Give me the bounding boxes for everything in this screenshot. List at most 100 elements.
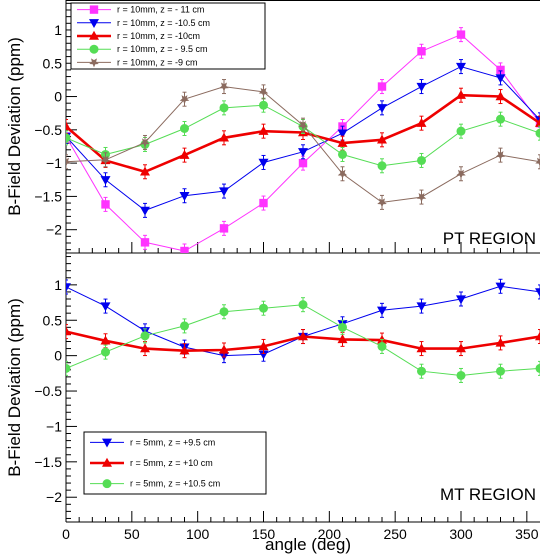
y-tick-label: −1: [46, 418, 62, 434]
data-point: [219, 132, 229, 142]
data-point: [180, 246, 189, 253]
data-point: [259, 303, 268, 313]
data-point: [66, 157, 71, 167]
legend-label: r = 5mm, z = +10 cm: [130, 458, 213, 468]
data-point: [377, 161, 387, 171]
data-point: [298, 148, 308, 157]
data-point: [377, 306, 387, 316]
data-point: [219, 224, 229, 233]
data-point: [495, 337, 506, 347]
data-point: [179, 192, 190, 201]
series-red: [66, 324, 540, 359]
data-point: [416, 193, 427, 203]
data-point: [456, 370, 466, 380]
legend-marker: [89, 58, 99, 68]
series-green: [66, 297, 540, 383]
data-point: [100, 155, 111, 165]
y-tick-label: −0.5: [34, 383, 62, 399]
data-point: [416, 302, 427, 312]
data-point: [338, 322, 347, 332]
y-tick-label: −1.5: [34, 454, 62, 470]
data-point: [66, 363, 71, 373]
legend-label: r = 10mm, z = - 11 cm: [117, 5, 204, 15]
data-point: [258, 125, 269, 135]
data-point: [219, 344, 229, 354]
data-point: [456, 90, 466, 99]
y-axis-title: B-Field Deviation (ppm): [5, 37, 24, 216]
x-tick-label: 250: [383, 526, 407, 542]
data-point: [535, 157, 540, 167]
legend: r = 5mm, z = +9.5 cm r = 5mm, z = +10 cm r…: [83, 431, 267, 495]
series-line: [66, 285, 540, 357]
data-point: [298, 331, 308, 341]
data-point: [456, 30, 466, 39]
legend-marker: [89, 30, 99, 40]
data-point: [100, 335, 111, 345]
data-point: [219, 187, 229, 197]
x-tick-label: 300: [449, 526, 473, 542]
y-tick-label: 1: [54, 22, 62, 38]
data-point: [496, 114, 505, 124]
data-point: [337, 334, 348, 344]
x-tick-label: 0: [62, 526, 70, 542]
data-point: [66, 133, 71, 143]
data-point: [298, 158, 308, 168]
legend: r = 10mm, z = - 11 cm r = 10mm, z = -10.5…: [70, 2, 266, 70]
legend-marker: [102, 479, 112, 489]
data-point: [535, 363, 540, 373]
legend-label: r = 10mm, z = -10.5 cm: [117, 18, 210, 28]
data-point: [101, 200, 110, 209]
legend-marker: [89, 44, 99, 54]
y-tick-label: −0.5: [34, 122, 62, 138]
x-tick-label: 200: [318, 526, 342, 542]
data-point: [496, 366, 505, 376]
data-point: [180, 123, 189, 133]
data-point: [179, 345, 190, 355]
y-tick-label: 0.5: [43, 312, 63, 328]
data-point: [179, 95, 190, 105]
data-point: [377, 341, 387, 351]
data-point: [66, 121, 71, 131]
data-point: [180, 321, 189, 331]
y-tick-label: 0: [54, 348, 62, 364]
data-point: [298, 121, 308, 131]
y-tick-label: −1: [46, 155, 62, 171]
data-point: [258, 158, 269, 168]
data-point: [377, 104, 387, 114]
region-label: PT REGION: [443, 229, 536, 248]
y-tick-label: 0: [54, 89, 62, 105]
series-blue: [66, 278, 540, 364]
data-point: [417, 155, 426, 165]
data-point: [100, 302, 111, 312]
data-point: [417, 366, 426, 376]
legend-label: r = 5mm, z = +9.5 cm: [130, 437, 215, 447]
series-brown: [66, 79, 540, 210]
data-point: [416, 343, 427, 353]
data-point: [535, 288, 540, 298]
data-point: [100, 176, 111, 185]
legend-label: r = 5mm, z = +10.5 cm: [130, 479, 220, 489]
data-point: [456, 343, 466, 353]
data-point: [298, 300, 308, 310]
series-blue: [66, 59, 540, 218]
data-point: [140, 238, 150, 247]
data-point: [140, 331, 150, 341]
x-tick-label: 100: [186, 526, 210, 542]
data-point: [179, 149, 190, 159]
legend-marker: [102, 457, 112, 467]
data-point: [259, 198, 268, 208]
y-tick-label: −1.5: [34, 188, 62, 204]
data-point: [377, 198, 387, 208]
data-point: [101, 347, 110, 357]
data-point: [337, 129, 348, 139]
plot-area: [66, 27, 540, 253]
plot-area: [66, 278, 540, 383]
data-point: [377, 82, 387, 91]
region-label: MT REGION: [440, 485, 536, 504]
x-tick-label: 350: [515, 526, 539, 542]
data-point: [337, 169, 348, 179]
data-point: [495, 91, 506, 101]
y-tick-label: 1: [54, 277, 62, 293]
data-point: [416, 82, 427, 92]
x-axis-title: angle (deg): [265, 535, 351, 554]
